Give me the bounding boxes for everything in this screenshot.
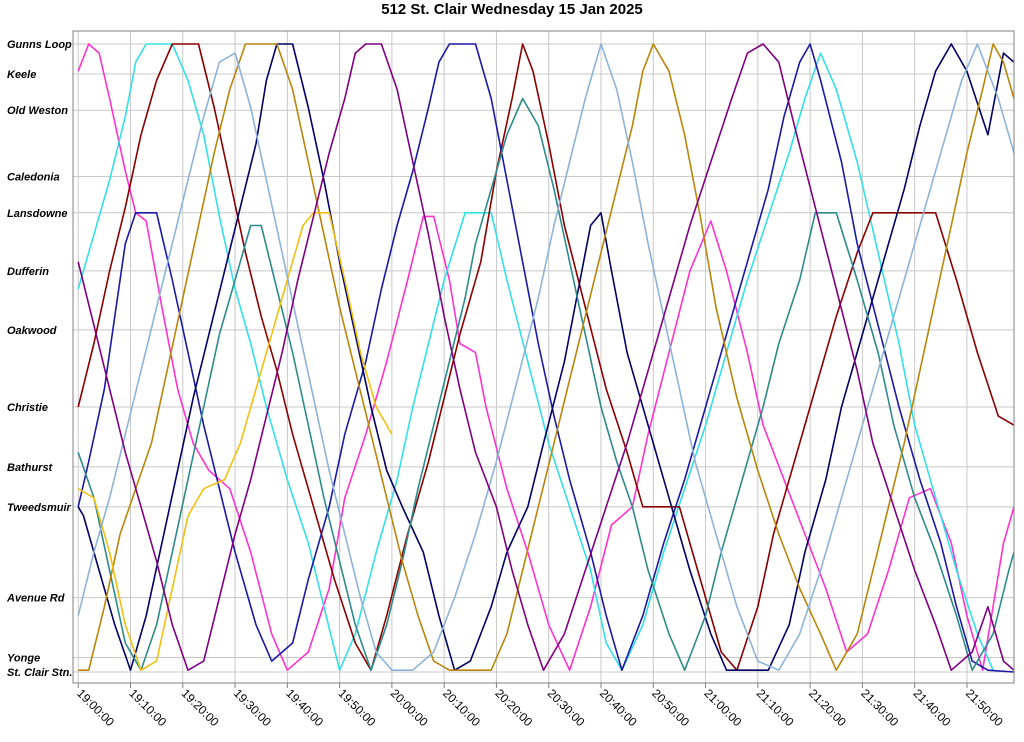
- vehicle-trace-9: [77, 43, 1015, 671]
- time-tick-label: 20:40:00: [597, 686, 640, 729]
- stop-label: St. Clair Stn.: [7, 667, 72, 679]
- vehicle-trace-2: [77, 43, 994, 671]
- time-tick-label: 19:20:00: [179, 686, 222, 729]
- stop-label: Caledonia: [7, 171, 60, 183]
- time-tick-label: 19:50:00: [335, 686, 378, 729]
- stop-label: Keele: [7, 69, 36, 81]
- stop-label: Bathurst: [7, 462, 54, 474]
- time-tick-label: 19:40:00: [283, 686, 326, 729]
- time-tick-labels: 19:00:00 19:10:00 19:20:00 19:30:00 19:40:00…: [74, 686, 1006, 729]
- vehicle-trace-8: [77, 212, 393, 671]
- time-tick-label: 20:10:00: [440, 686, 483, 729]
- time-tick-label: 21:20:00: [806, 686, 849, 729]
- time-tick-label: 20:30:00: [545, 686, 588, 729]
- vehicle-trace-1: [77, 43, 1015, 671]
- time-tick-label: 20:50:00: [649, 686, 692, 729]
- vehicle-trace-3: [77, 43, 1015, 671]
- time-tick-label: 21:30:00: [858, 686, 901, 729]
- time-tick-label: 20:00:00: [388, 686, 431, 729]
- time-tick-label: 21:00:00: [701, 686, 744, 729]
- plot-frame: [72, 30, 1015, 684]
- time-tick-label: 21:50:00: [963, 686, 1006, 729]
- stop-label: Lansdowne: [7, 208, 68, 220]
- stop-label: Oakwood: [7, 325, 57, 337]
- stop-label: Gunns Loop: [7, 39, 72, 51]
- vehicle-trace-4: [77, 43, 1015, 673]
- stop-labels: Gunns Loop Keele Old Weston Caledonia Lansdo…: [6, 39, 72, 679]
- stop-label: Old Weston: [7, 105, 68, 117]
- stop-label: Christie: [7, 402, 48, 414]
- time-tick-label: 19:30:00: [231, 686, 274, 729]
- time-tick-label: 19:00:00: [74, 686, 117, 729]
- stop-label: Tweedsmuir: [7, 502, 71, 514]
- stop-label: Dufferin: [7, 266, 49, 278]
- chart-title: 512 St. Clair Wednesday 15 Jan 2025: [381, 1, 643, 18]
- stop-label: Yonge: [7, 652, 40, 664]
- grid-layer: [73, 31, 1014, 688]
- vehicle-trace-7: [78, 43, 1015, 671]
- time-tick-label: 20:20:00: [492, 686, 535, 729]
- vehicle-trace-5: [77, 43, 1015, 671]
- time-tick-label: 21:40:00: [911, 686, 954, 729]
- time-tick-label: 19:10:00: [126, 686, 169, 729]
- time-tick-label: 21:10:00: [754, 686, 797, 729]
- stop-label: Avenue Rd: [6, 593, 65, 605]
- vehicle-trace-6: [77, 97, 1015, 671]
- vehicle-trace-10: [77, 43, 1015, 671]
- trace-layer: [77, 43, 1015, 673]
